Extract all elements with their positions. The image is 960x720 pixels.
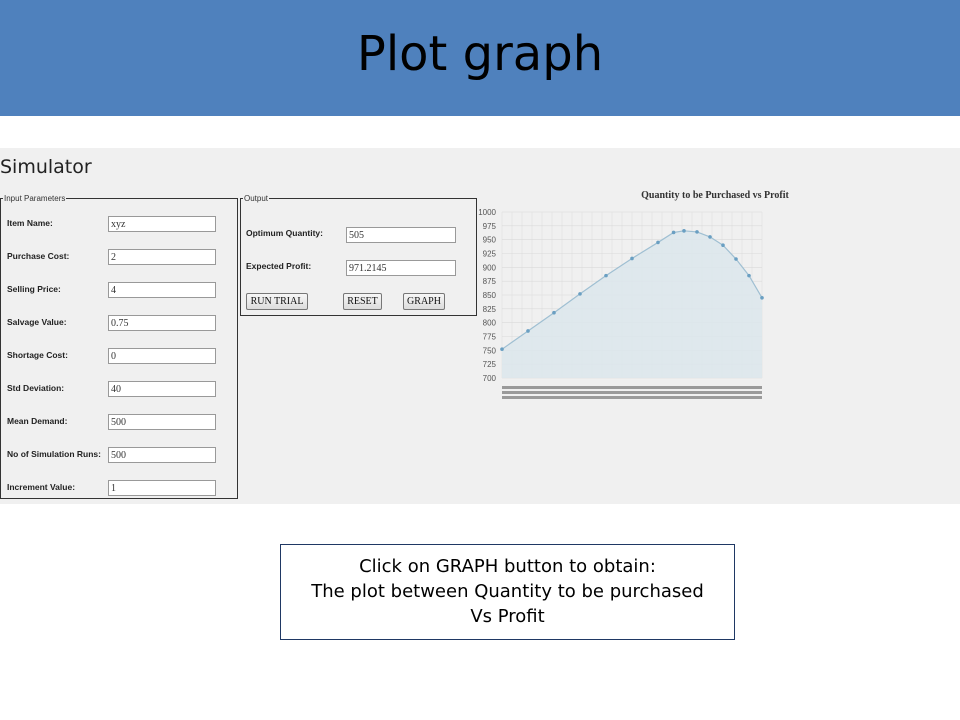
y-tick-label: 750 (483, 346, 497, 355)
run-trial-button[interactable]: RUN TRIAL (246, 293, 308, 310)
graph-button[interactable]: GRAPH (403, 293, 445, 310)
y-tick-label: 850 (483, 291, 497, 300)
salvage-value-input[interactable]: 0.75 (108, 315, 216, 331)
y-tick-label: 725 (483, 360, 497, 369)
increment-value-label: Increment Value: (7, 482, 76, 492)
header-band (0, 0, 960, 116)
caption-line-2: The plot between Quantity to be purchase… (311, 581, 704, 602)
x-tick-labels-band (502, 396, 762, 399)
profit-area (502, 230, 762, 378)
simulator-title: Simulator (0, 156, 92, 178)
profit-chart: 700 725 750 775 800 825 850 875 900 925 950 975 1000 (478, 208, 764, 399)
shortage-cost-input[interactable]: 0 (108, 348, 216, 364)
simulation-runs-label: No of Simulation Runs: (7, 449, 101, 459)
item-name-label: Item Name: (7, 218, 53, 228)
profit-point (604, 273, 608, 278)
selling-price-label: Selling Price: (7, 284, 61, 294)
caption-box: Click on GRAPH button to obtain: The plo… (280, 544, 735, 640)
shortage-cost-label: Shortage Cost: (7, 350, 68, 360)
x-tick-labels-band (502, 386, 762, 389)
y-tick-label: 900 (483, 263, 497, 272)
profit-point (526, 329, 530, 333)
profit-point (500, 347, 504, 352)
y-tick-label: 975 (483, 222, 497, 231)
caption-line-1: Click on GRAPH button to obtain: (359, 556, 656, 577)
profit-point (747, 273, 751, 278)
y-tick-label: 775 (483, 333, 497, 342)
profit-point (552, 310, 556, 315)
y-tick-label: 825 (483, 305, 497, 314)
optimum-quantity-label: Optimum Quantity: (246, 228, 323, 238)
profit-point (656, 240, 660, 245)
optimum-quantity-output: 505 (346, 227, 456, 243)
y-tick-label: 800 (483, 319, 497, 328)
profit-point (695, 230, 699, 234)
x-tick-labels-band (502, 391, 762, 394)
y-tick-label: 875 (483, 277, 497, 286)
selling-price-input[interactable]: 4 (108, 282, 216, 298)
caption-line-3: Vs Profit (470, 606, 545, 627)
std-deviation-label: Std Deviation: (7, 383, 65, 393)
purchase-cost-input[interactable]: 2 (108, 249, 216, 265)
profit-point (708, 235, 712, 239)
y-tick-label: 950 (483, 236, 497, 245)
slide-title: Plot graph (356, 26, 604, 82)
reset-button[interactable]: RESET (343, 293, 382, 310)
mean-demand-label: Mean Demand: (7, 416, 68, 426)
simulator-screenshot: Simulator Input Parameters Item Name: xy… (0, 148, 960, 504)
item-name-input[interactable]: xyz (108, 216, 216, 232)
profit-point (671, 230, 676, 235)
output-legend: Output (244, 194, 269, 203)
y-tick-label: 700 (483, 374, 497, 383)
mean-demand-input[interactable]: 500 (108, 414, 216, 430)
increment-value-input[interactable]: 1 (108, 480, 216, 496)
simulation-runs-input[interactable]: 500 (108, 447, 216, 463)
expected-profit-label: Expected Profit: (246, 261, 312, 271)
salvage-value-label: Salvage Value: (7, 317, 67, 327)
input-parameters-legend: Input Parameters (4, 194, 66, 203)
y-tick-label: 1000 (478, 208, 496, 217)
chart-title: Quantity to be Purchased vs Profit (641, 190, 789, 201)
purchase-cost-label: Purchase Cost: (7, 251, 70, 261)
profit-point (630, 256, 634, 261)
profit-point (682, 229, 686, 233)
std-deviation-input[interactable]: 40 (108, 381, 216, 397)
expected-profit-output: 971.2145 (346, 260, 456, 276)
y-tick-label: 925 (483, 250, 497, 259)
profit-point (721, 243, 725, 247)
profit-point (578, 292, 582, 296)
input-parameters-panel: Input Parameters Item Name: xyz Purchase… (0, 194, 238, 499)
profit-point (734, 257, 738, 261)
output-panel: Output Optimum Quantity: 505 Expected Pr… (240, 194, 477, 316)
profit-point (760, 295, 764, 300)
